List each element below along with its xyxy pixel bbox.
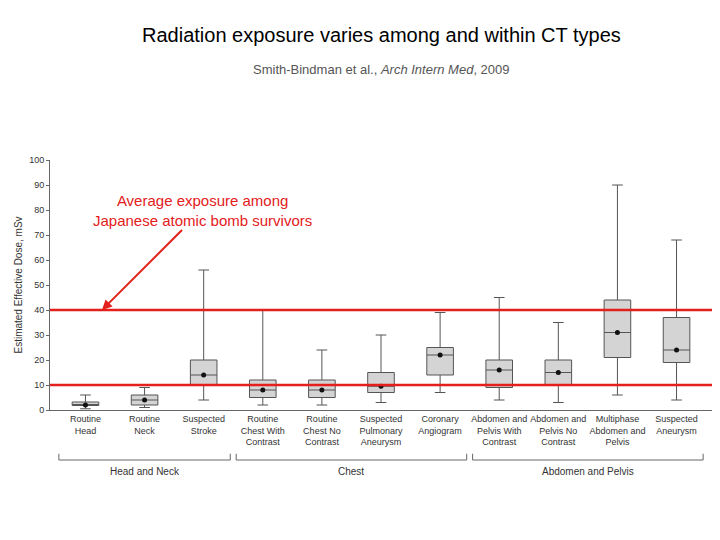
svg-text:RoutineChest WithContrast: RoutineChest WithContrast [241,414,285,447]
svg-text:SuspectedAneurysm: SuspectedAneurysm [655,414,698,436]
svg-text:0: 0 [39,405,44,415]
svg-text:30: 30 [34,330,44,340]
svg-text:SuspectedPulmonaryAneurysm: SuspectedPulmonaryAneurysm [359,414,403,447]
svg-text:90: 90 [34,180,44,190]
svg-text:Average exposure amongJapanese: Average exposure amongJapanese atomic bo… [93,192,312,229]
svg-text:10: 10 [34,380,44,390]
svg-text:70: 70 [34,230,44,240]
svg-text:RoutineChest NoContrast: RoutineChest NoContrast [303,414,341,447]
svg-text:50: 50 [34,280,44,290]
svg-text:20: 20 [34,355,44,365]
svg-text:Abdomen andPelvis NoContrast: Abdomen andPelvis NoContrast [530,414,586,447]
svg-text:CoronaryAngiogram: CoronaryAngiogram [418,414,462,436]
svg-text:60: 60 [34,255,44,265]
svg-text:80: 80 [34,205,44,215]
svg-text:Chest: Chest [338,466,364,477]
svg-text:Smith-Bindman et al., Arch Int: Smith-Bindman et al., Arch Intern Med, 2… [253,62,510,77]
svg-text:RoutineNeck: RoutineNeck [129,414,160,436]
svg-text:40: 40 [34,305,44,315]
svg-text:RoutineHead: RoutineHead [70,414,101,436]
svg-text:Abdomen andPelvis WithContrast: Abdomen andPelvis WithContrast [471,414,527,447]
svg-text:Head and Neck: Head and Neck [110,466,180,477]
svg-text:Abdomen and Pelvis: Abdomen and Pelvis [542,466,634,477]
svg-text:MultiphaseAbdomen andPelvis: MultiphaseAbdomen andPelvis [589,414,645,447]
svg-text:Radiation exposure varies amon: Radiation exposure varies among and with… [142,24,621,46]
svg-text:Estimated Effective Dose, mSv: Estimated Effective Dose, mSv [13,216,24,353]
svg-text:SuspectedStroke: SuspectedStroke [182,414,225,436]
svg-text:100: 100 [29,155,44,165]
